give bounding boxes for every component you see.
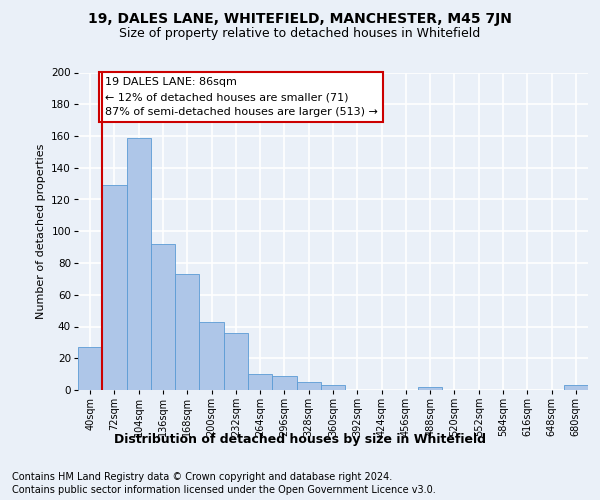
Bar <box>175 274 199 390</box>
Y-axis label: Number of detached properties: Number of detached properties <box>36 144 46 319</box>
Bar <box>151 244 175 390</box>
Bar <box>199 322 224 390</box>
Bar <box>248 374 272 390</box>
Bar <box>418 387 442 390</box>
Bar <box>127 138 151 390</box>
Text: Distribution of detached houses by size in Whitefield: Distribution of detached houses by size … <box>114 432 486 446</box>
Text: 19 DALES LANE: 86sqm
← 12% of detached houses are smaller (71)
87% of semi-detac: 19 DALES LANE: 86sqm ← 12% of detached h… <box>105 78 377 117</box>
Bar <box>272 376 296 390</box>
Text: Contains public sector information licensed under the Open Government Licence v3: Contains public sector information licen… <box>12 485 436 495</box>
Text: 19, DALES LANE, WHITEFIELD, MANCHESTER, M45 7JN: 19, DALES LANE, WHITEFIELD, MANCHESTER, … <box>88 12 512 26</box>
Bar <box>296 382 321 390</box>
Bar <box>564 385 588 390</box>
Bar <box>102 185 127 390</box>
Text: Size of property relative to detached houses in Whitefield: Size of property relative to detached ho… <box>119 28 481 40</box>
Bar <box>224 333 248 390</box>
Bar <box>321 385 345 390</box>
Text: Contains HM Land Registry data © Crown copyright and database right 2024.: Contains HM Land Registry data © Crown c… <box>12 472 392 482</box>
Bar <box>78 347 102 390</box>
